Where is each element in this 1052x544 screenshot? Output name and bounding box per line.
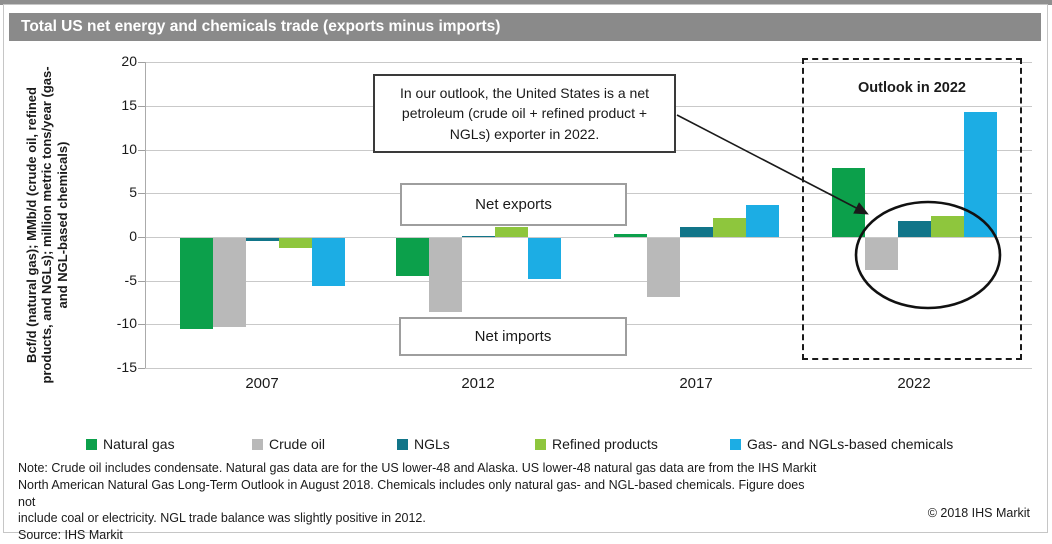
bar-refined-products-2022 xyxy=(930,216,964,237)
bar-crude-oil-2012 xyxy=(428,238,462,313)
footnote: Note: Crude oil includes condensate. Nat… xyxy=(18,460,818,544)
legend-item-ngls: NGLs xyxy=(397,433,450,455)
x-tick-label-2022: 2022 xyxy=(897,375,931,392)
y-tick-label-10: 10 xyxy=(121,140,137,157)
gridline--15 xyxy=(145,368,1032,370)
bar-gas-and-ngls-based-chemicals-2007 xyxy=(311,238,345,287)
callout-text: In our outlook, the United States is a n… xyxy=(399,85,650,142)
bar-ngls-2022 xyxy=(897,221,931,237)
bar-gas-and-ngls-based-chemicals-2012 xyxy=(527,238,561,280)
legend-label: Gas- and NGLs-based chemicals xyxy=(747,436,954,452)
x-tick-label-2007: 2007 xyxy=(245,375,279,392)
y-tickmark-15 xyxy=(138,105,145,107)
legend-swatch xyxy=(730,438,741,450)
y-tick-label--15: -15 xyxy=(116,359,137,376)
net-imports-label-box: Net imports xyxy=(399,317,627,356)
bar-ngls-2007 xyxy=(245,238,279,241)
bar-refined-products-2017 xyxy=(712,217,746,237)
bar-ngls-2012 xyxy=(461,236,495,237)
bar-natural-gas-2007 xyxy=(179,238,213,329)
window-top-edge xyxy=(0,0,1052,5)
y-tickmark-20 xyxy=(138,62,145,64)
net-exports-label: Net exports xyxy=(475,196,552,213)
bar-natural-gas-2022 xyxy=(831,167,865,237)
y-tickmark-5 xyxy=(138,193,145,195)
bar-gas-and-ngls-based-chemicals-2022 xyxy=(963,111,997,237)
note-line: North American Natural Gas Long-Term Out… xyxy=(18,477,805,509)
legend-swatch xyxy=(535,438,546,450)
bar-crude-oil-2022 xyxy=(864,238,898,271)
bar-refined-products-2007 xyxy=(278,238,312,248)
y-tick-label-15: 15 xyxy=(121,96,137,113)
note-line: include coal or electricity. NGL trade b… xyxy=(18,511,426,526)
legend-item-refined-products: Refined products xyxy=(535,433,658,455)
legend-item-crude-oil: Crude oil xyxy=(252,433,325,455)
y-axis-label: Bcf/d (natural gas); MMb/d (crude oil, r… xyxy=(24,66,70,384)
note-line: Note: Crude oil includes condensate. Nat… xyxy=(18,461,817,475)
y-tick-label-0: 0 xyxy=(129,228,137,244)
callout-box: In our outlook, the United States is a n… xyxy=(373,74,676,153)
legend-item-gas-and-ngls-based-chemicals: Gas- and NGLs-based chemicals xyxy=(730,433,953,455)
net-exports-label-box: Net exports xyxy=(400,183,627,226)
legend-swatch xyxy=(397,438,408,450)
gridline-0 xyxy=(145,237,1032,238)
net-imports-label: Net imports xyxy=(474,328,552,345)
source-line: Source: IHS Markit xyxy=(18,528,123,542)
gridline--5 xyxy=(145,280,1032,282)
gridline-20 xyxy=(145,62,1032,64)
legend-swatch xyxy=(86,438,97,450)
legend-swatch xyxy=(252,438,263,450)
bar-ngls-2017 xyxy=(679,227,713,237)
y-tick-label--5: -5 xyxy=(124,271,137,288)
chart-legend: Natural gas Crude oil NGLs Refined products… xyxy=(0,433,1052,455)
x-tick-label-2012: 2012 xyxy=(461,375,495,392)
x-tick-label-2017: 2017 xyxy=(679,375,713,392)
bar-natural-gas-2012 xyxy=(395,238,429,276)
legend-label: Crude oil xyxy=(269,436,326,452)
y-tick-label-5: 5 xyxy=(129,184,137,201)
y-tick-label-20: 20 xyxy=(121,53,137,70)
chart-title: Total US net energy and chemicals trade … xyxy=(21,18,501,35)
legend-item-natural-gas: Natural gas xyxy=(86,433,175,455)
legend-label: NGLs xyxy=(414,436,450,452)
legend-label: Refined products xyxy=(552,436,658,452)
copyright: © 2018 IHS Markit xyxy=(927,506,1030,520)
y-tickmark--5 xyxy=(138,280,145,282)
bar-crude-oil-2007 xyxy=(212,238,246,328)
y-tickmark--10 xyxy=(138,324,145,326)
y-tickmark-0 xyxy=(138,237,145,238)
y-tick-label--10: -10 xyxy=(116,315,137,332)
bar-crude-oil-2017 xyxy=(646,238,680,297)
bar-gas-and-ngls-based-chemicals-2017 xyxy=(745,204,779,237)
bar-refined-products-2012 xyxy=(494,226,528,237)
legend-label: Natural gas xyxy=(103,436,175,452)
bar-natural-gas-2017 xyxy=(613,233,647,237)
y-tickmark-10 xyxy=(138,149,145,151)
y-axis-line xyxy=(145,62,146,368)
y-tickmark--15 xyxy=(138,368,145,370)
outlook-2022-label: Outlook in 2022 xyxy=(858,80,966,96)
chart-title-bar: Total US net energy and chemicals trade … xyxy=(9,13,1041,41)
